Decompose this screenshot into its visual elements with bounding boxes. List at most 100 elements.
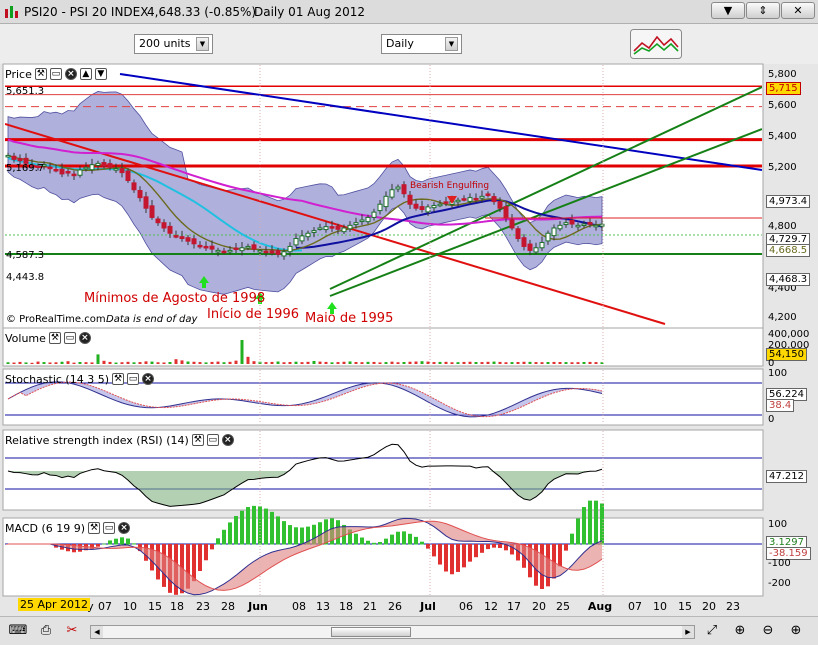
- volume-bar: [432, 362, 436, 364]
- chart-style-icon[interactable]: [630, 29, 682, 59]
- macd-histogram-bar: [564, 544, 568, 551]
- macd-histogram-bar: [252, 505, 256, 545]
- wrench-icon[interactable]: ⚒: [48, 332, 61, 344]
- volume-bar: [522, 361, 526, 364]
- x-axis-tick-label: 23: [196, 600, 210, 613]
- macd-panel: [2, 517, 764, 597]
- blue-ma-line: [295, 199, 603, 249]
- candle-body: [11, 155, 17, 160]
- candle-body: [227, 249, 233, 253]
- scroll-right-icon[interactable]: ▶: [682, 626, 694, 638]
- close-window-button[interactable]: ✕: [781, 2, 815, 19]
- candle-body: [431, 205, 437, 209]
- window-icon[interactable]: ▭: [49, 68, 62, 80]
- down-arrow-icon[interactable]: ▼: [94, 68, 107, 80]
- volume-bar: [426, 361, 430, 364]
- volume-bar: [36, 361, 40, 364]
- window-icon[interactable]: ▭: [127, 373, 140, 385]
- close-icon[interactable]: ×: [142, 373, 155, 385]
- candle-body: [527, 243, 533, 251]
- print-icon[interactable]: ⎙: [40, 623, 52, 638]
- candle-body: [221, 250, 227, 254]
- green-trendline: [329, 128, 762, 297]
- autoscale-icon[interactable]: ⤢: [706, 623, 718, 638]
- volume-bar: [516, 362, 520, 364]
- volume-bar: [294, 361, 298, 364]
- bearish-engulfing-label: Bearish Engulfing: [410, 181, 490, 191]
- x-axis: ay071015182328Jun0813182126Jul0612172025…: [80, 600, 740, 613]
- close-icon[interactable]: ×: [78, 332, 91, 344]
- wrench-icon[interactable]: ⚒: [88, 522, 101, 534]
- volume-bar: [570, 362, 574, 364]
- candle-body: [341, 227, 347, 233]
- volume-bar: [234, 360, 238, 364]
- disconnect-icon[interactable]: ✂: [66, 623, 78, 638]
- candle-body: [215, 249, 221, 253]
- candle-body: [467, 197, 473, 202]
- volume-bar: [114, 362, 118, 364]
- stochastic-axis-label: 0: [768, 414, 775, 425]
- keyboard-icon[interactable]: ⌨: [8, 623, 28, 638]
- units-dropdown[interactable]: 200 units ▼: [134, 34, 213, 54]
- price-axis-label: 5,200: [768, 162, 797, 173]
- close-icon[interactable]: ×: [118, 522, 131, 534]
- stochastic-panel-label: Stochastic (14 3 5): [5, 372, 110, 386]
- wrench-icon[interactable]: ⚒: [112, 373, 125, 385]
- x-axis-tick-label: 07: [98, 600, 112, 613]
- volume-bar: [60, 361, 64, 364]
- timeframe-dropdown[interactable]: Daily ▼: [381, 34, 462, 54]
- price-axis-label: 4,800: [768, 221, 797, 232]
- chart-toolbar: 200 units ▼ Daily ▼: [0, 24, 818, 64]
- candle-body: [533, 247, 539, 253]
- candle-body: [317, 227, 323, 230]
- close-icon[interactable]: ×: [221, 434, 234, 446]
- window-icon[interactable]: ▭: [206, 434, 219, 446]
- window-icon[interactable]: ▭: [103, 522, 116, 534]
- horizontal-scrollbar[interactable]: ◀ ▶: [90, 625, 695, 639]
- wrench-icon[interactable]: ⚒: [34, 68, 47, 80]
- volume-bar: [204, 362, 208, 364]
- macd-histogram-bar: [492, 544, 496, 548]
- scroll-thumb[interactable]: [331, 627, 411, 637]
- macd-histogram-bar: [264, 508, 268, 545]
- macd-signal-badge: -38.159: [766, 547, 811, 560]
- macd-histogram-bar: [390, 534, 394, 545]
- macd-histogram-bar: [216, 538, 220, 545]
- macd-signal-line: [8, 520, 603, 591]
- rsi-fill: [8, 471, 602, 507]
- candle-body: [41, 164, 47, 167]
- volume-bar: [30, 362, 34, 364]
- candle-body: [353, 222, 359, 226]
- volume-bar: [534, 362, 538, 364]
- macd-histogram-bar: [450, 544, 454, 575]
- volume-axis-label: 400,000: [768, 329, 810, 340]
- maximize-button[interactable]: ⇕: [746, 2, 780, 19]
- bottom-toolbar: ⌨ ⎙ ✂ ◀ ▶ ⤢ ⊕ ⊖ ⊕: [0, 616, 818, 645]
- macd-histogram-bar: [120, 537, 124, 545]
- annotation-agosto: Mínimos de Agosto de 1998: [84, 291, 266, 306]
- macd-histogram-bar: [90, 544, 94, 550]
- x-axis-tick-label: 06: [459, 600, 473, 613]
- candle-body: [5, 154, 11, 158]
- candle-body: [65, 171, 71, 174]
- zoom-in-icon[interactable]: ⊕: [790, 623, 802, 638]
- wrench-icon[interactable]: ⚒: [191, 434, 204, 446]
- zoom-out-icon[interactable]: ⊖: [762, 623, 774, 638]
- candle-body: [503, 206, 509, 218]
- macd-histogram-bar: [312, 524, 316, 545]
- candle-body: [137, 190, 143, 199]
- chart-area[interactable]: ay071015182328Jun0813182126Jul0612172025…: [0, 24, 818, 616]
- scroll-left-icon[interactable]: ◀: [91, 626, 103, 638]
- close-icon[interactable]: ×: [64, 68, 77, 80]
- macd-histogram-bar: [228, 522, 232, 545]
- window-icon[interactable]: ▭: [63, 332, 76, 344]
- macd-histogram-bar: [474, 544, 478, 558]
- green-trendline: [329, 86, 762, 290]
- volume-bar: [336, 362, 340, 364]
- volume-bar: [90, 362, 94, 364]
- rsi-plot: [5, 443, 762, 507]
- zoom-area-icon[interactable]: ⊕: [734, 623, 746, 638]
- volume-bar: [300, 362, 304, 364]
- minimize-button[interactable]: ▼: [711, 2, 745, 19]
- up-arrow-icon[interactable]: ▲: [79, 68, 92, 80]
